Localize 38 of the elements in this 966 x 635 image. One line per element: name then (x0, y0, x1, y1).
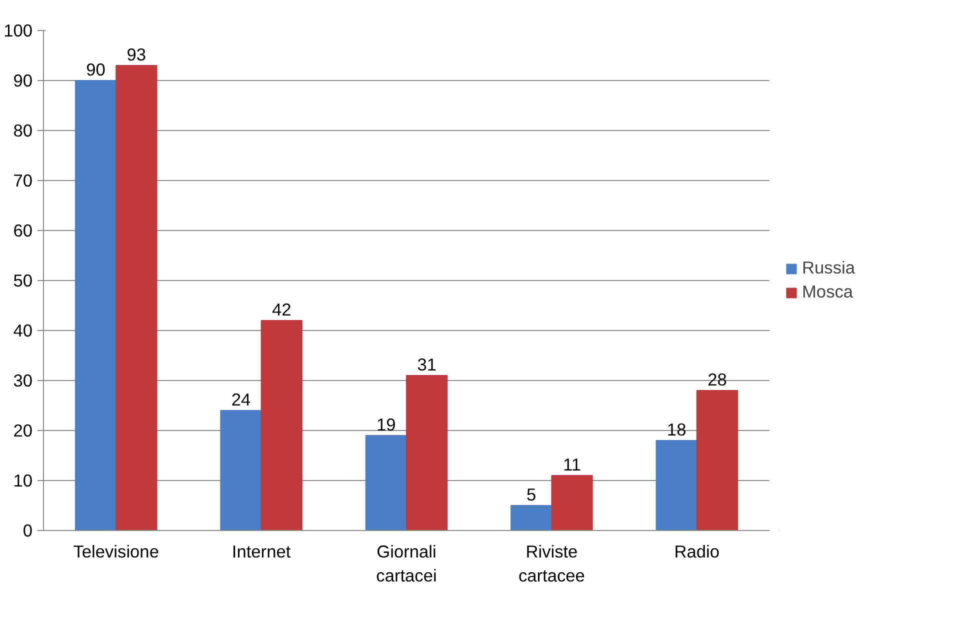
data-label: 24 (231, 390, 251, 410)
y-tick-label: 10 (13, 470, 33, 490)
y-tick-label: 30 (13, 370, 33, 390)
x-tick-label: Radio (674, 542, 720, 562)
y-tick-label: 40 (13, 320, 33, 340)
bar (406, 375, 448, 530)
legend-label: Russia (802, 258, 855, 278)
bar (220, 410, 262, 530)
data-label: 42 (272, 300, 292, 320)
y-tick-label: 60 (13, 220, 33, 240)
bar (74, 80, 117, 530)
y-tick-label: 0 (22, 520, 33, 540)
y-tick-label: 50 (13, 270, 33, 290)
bar (116, 65, 158, 530)
x-tick-label: Televisione (73, 542, 159, 562)
x-tick-label: Internet (232, 542, 291, 562)
data-label: 5 (526, 484, 536, 504)
y-tick-label: 80 (13, 120, 33, 140)
bar (696, 390, 738, 530)
bar (656, 440, 698, 530)
legend-label: Mosca (802, 282, 854, 302)
data-label: 31 (417, 354, 436, 374)
y-tick-label: 100 (4, 20, 33, 40)
data-label: 19 (376, 414, 396, 434)
x-tick-label: Riviste cartacee (518, 542, 585, 586)
x-tick-label: Giornali cartacei (376, 542, 437, 586)
y-tick-label: 20 (13, 420, 33, 440)
bar (510, 505, 552, 530)
bar (365, 435, 407, 530)
data-label: 18 (666, 420, 686, 440)
y-tick-label: 70 (13, 170, 33, 190)
bar (551, 475, 593, 530)
data-label: 93 (126, 44, 146, 64)
data-label: 11 (563, 454, 582, 474)
data-label: 90 (86, 60, 106, 80)
y-tick-label: 90 (13, 70, 33, 90)
data-label: 28 (708, 370, 727, 390)
bar (260, 320, 302, 530)
